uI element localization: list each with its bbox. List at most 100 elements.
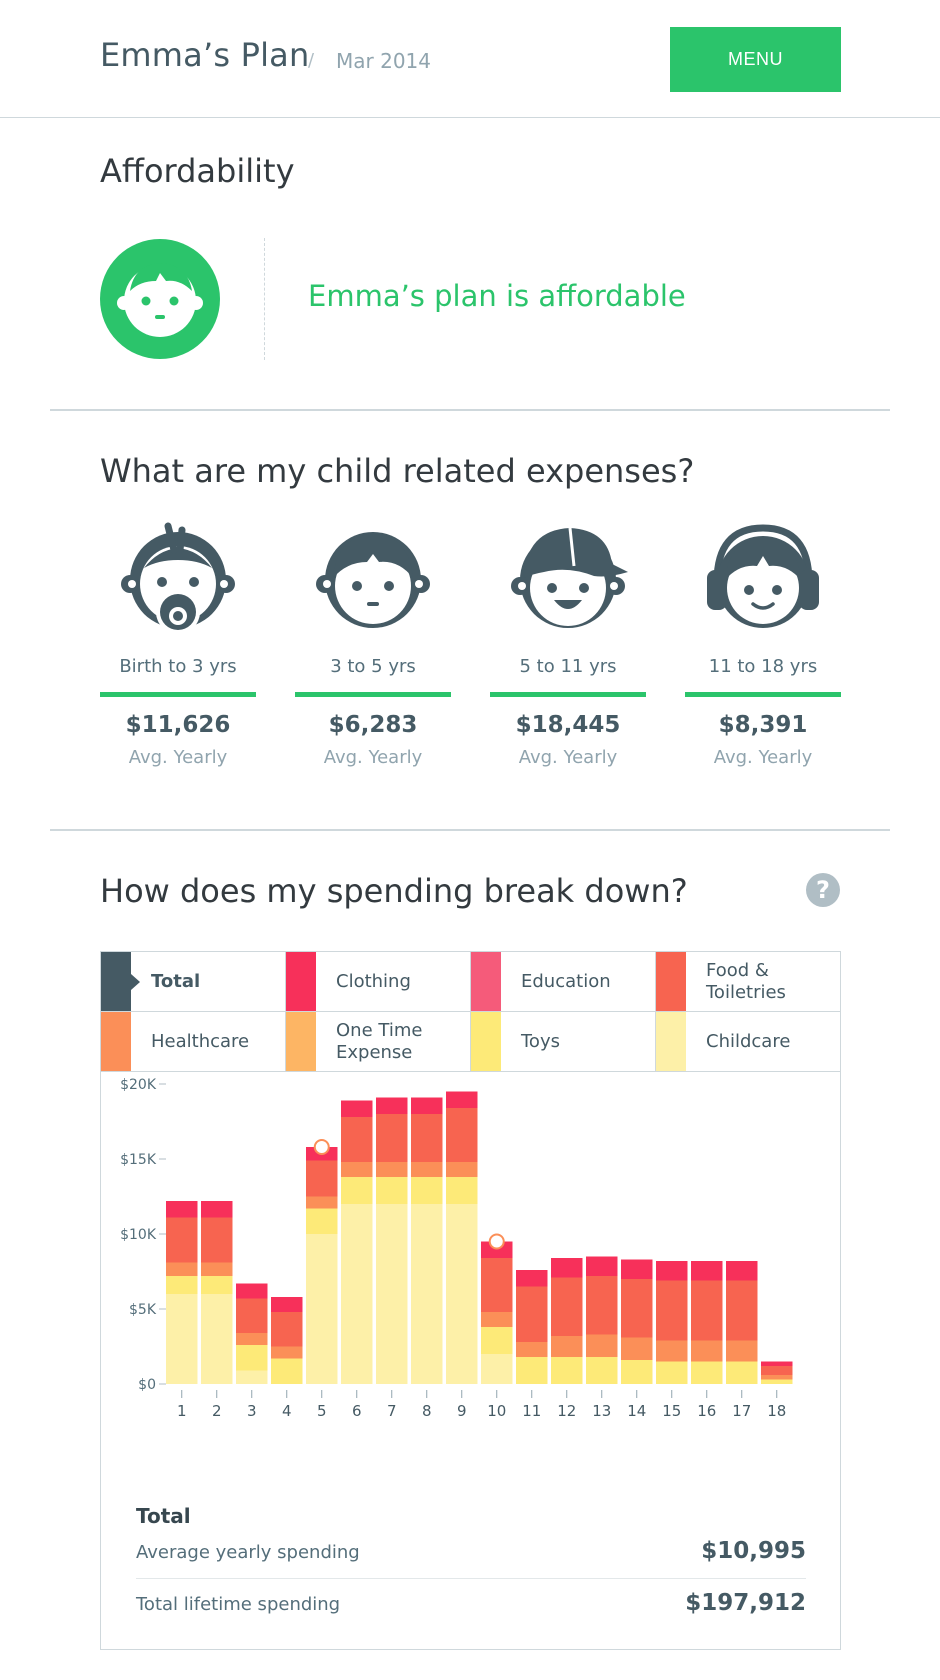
bar-segment-healthcare[interactable] bbox=[551, 1336, 583, 1357]
stage-range: 3 to 5 yrs bbox=[330, 656, 416, 677]
bar-segment-food-toiletries[interactable] bbox=[341, 1117, 373, 1162]
bar-segment-childcare[interactable] bbox=[376, 1204, 408, 1384]
milestone-marker[interactable] bbox=[313, 1139, 330, 1155]
bar-segment-childcare[interactable] bbox=[306, 1234, 338, 1384]
bar-segment-clothing[interactable] bbox=[166, 1201, 198, 1218]
bar-segment-healthcare[interactable] bbox=[446, 1162, 478, 1177]
milestone-marker[interactable] bbox=[488, 1233, 505, 1250]
bar-segment-food-toiletries[interactable] bbox=[621, 1279, 653, 1338]
bar-segment-healthcare[interactable] bbox=[586, 1334, 618, 1358]
bar-segment-toys[interactable] bbox=[551, 1357, 583, 1384]
bar-segment-clothing[interactable] bbox=[201, 1201, 233, 1218]
bar-segment-clothing[interactable] bbox=[586, 1256, 618, 1277]
bar-segment-food-toiletries[interactable] bbox=[271, 1312, 303, 1347]
bar-segment-toys[interactable] bbox=[411, 1177, 443, 1204]
stage-amount: $8,391 bbox=[718, 712, 808, 738]
bar-segment-toys[interactable] bbox=[516, 1357, 548, 1384]
bar-segment-food-toiletries[interactable] bbox=[201, 1217, 233, 1263]
bar-segment-clothing[interactable] bbox=[481, 1241, 513, 1259]
legend-swatch bbox=[101, 952, 131, 1011]
x-tick-label: 8 bbox=[422, 1402, 432, 1420]
legend-total[interactable]: Total bbox=[101, 952, 286, 1012]
bar-segment-toys[interactable] bbox=[586, 1357, 618, 1384]
bar-segment-healthcare[interactable] bbox=[481, 1312, 513, 1327]
summary-label: Average yearly spending bbox=[136, 1542, 360, 1563]
bar-segment-clothing[interactable] bbox=[691, 1261, 723, 1281]
bar-segment-food-toiletries[interactable] bbox=[656, 1280, 688, 1341]
bar-segment-clothing[interactable] bbox=[621, 1259, 653, 1280]
legend-childcare[interactable]: Childcare bbox=[656, 1012, 841, 1072]
bar-segment-food-toiletries[interactable] bbox=[761, 1366, 793, 1375]
bar-segment-clothing[interactable] bbox=[551, 1258, 583, 1278]
bar-segment-toys[interactable] bbox=[621, 1360, 653, 1384]
bar-segment-healthcare[interactable] bbox=[341, 1162, 373, 1177]
bar-segment-clothing[interactable] bbox=[376, 1097, 408, 1115]
bar-segment-food-toiletries[interactable] bbox=[376, 1114, 408, 1162]
legend-food-toiletries[interactable]: Food & Toiletries bbox=[656, 952, 841, 1012]
bar-segment-clothing[interactable] bbox=[411, 1097, 443, 1115]
bar-segment-toys[interactable] bbox=[166, 1276, 198, 1294]
bar-segment-clothing[interactable] bbox=[341, 1100, 373, 1118]
bar-segment-healthcare[interactable] bbox=[726, 1340, 758, 1362]
bar-segment-childcare[interactable] bbox=[481, 1354, 513, 1384]
bar-segment-healthcare[interactable] bbox=[621, 1337, 653, 1361]
bar-segment-toys[interactable] bbox=[726, 1361, 758, 1385]
bar-segment-clothing[interactable] bbox=[516, 1270, 548, 1287]
bar-segment-childcare[interactable] bbox=[166, 1294, 198, 1384]
bar-segment-clothing[interactable] bbox=[446, 1091, 478, 1109]
bar-segment-healthcare[interactable] bbox=[166, 1262, 198, 1277]
bar-segment-healthcare[interactable] bbox=[236, 1333, 268, 1345]
bar-segment-food-toiletries[interactable] bbox=[411, 1114, 443, 1162]
bar-segment-healthcare[interactable] bbox=[516, 1342, 548, 1357]
bar-segment-food-toiletries[interactable] bbox=[516, 1286, 548, 1343]
y-tick-label: $20K bbox=[120, 1077, 157, 1093]
bar-segment-toys[interactable] bbox=[656, 1361, 688, 1385]
bar-segment-childcare[interactable] bbox=[341, 1204, 373, 1384]
legend-healthcare[interactable]: Healthcare bbox=[101, 1012, 286, 1072]
bar-segment-childcare[interactable] bbox=[411, 1204, 443, 1384]
bar-segment-toys[interactable] bbox=[761, 1379, 793, 1385]
bar-segment-healthcare[interactable] bbox=[376, 1162, 408, 1177]
bar-segment-food-toiletries[interactable] bbox=[481, 1258, 513, 1312]
bar-segment-food-toiletries[interactable] bbox=[726, 1280, 758, 1341]
bar-segment-healthcare[interactable] bbox=[411, 1162, 443, 1177]
bar-segment-healthcare[interactable] bbox=[201, 1262, 233, 1277]
bar-segment-healthcare[interactable] bbox=[306, 1196, 338, 1209]
bar-segment-food-toiletries[interactable] bbox=[586, 1276, 618, 1335]
legend-toys[interactable]: Toys bbox=[471, 1012, 656, 1072]
bar-segment-healthcare[interactable] bbox=[656, 1340, 688, 1362]
bar-segment-healthcare[interactable] bbox=[691, 1340, 723, 1362]
menu-button[interactable]: MENU bbox=[670, 27, 841, 92]
stage-amount: $11,626 bbox=[125, 712, 231, 738]
bar-segment-toys[interactable] bbox=[306, 1208, 338, 1235]
bar-segment-childcare[interactable] bbox=[201, 1294, 233, 1384]
bar-segment-clothing[interactable] bbox=[271, 1297, 303, 1312]
bar-segment-clothing[interactable] bbox=[236, 1283, 268, 1299]
bar-segment-toys[interactable] bbox=[271, 1358, 303, 1385]
bar-segment-toys[interactable] bbox=[481, 1327, 513, 1354]
bar-segment-healthcare[interactable] bbox=[761, 1375, 793, 1380]
bar-segment-clothing[interactable] bbox=[761, 1361, 793, 1367]
bar-segment-clothing[interactable] bbox=[726, 1261, 758, 1281]
bar-segment-toys[interactable] bbox=[201, 1276, 233, 1294]
bar-segment-childcare[interactable] bbox=[446, 1204, 478, 1384]
bar-segment-food-toiletries[interactable] bbox=[691, 1280, 723, 1341]
bar-segment-toys[interactable] bbox=[691, 1361, 723, 1385]
bar-segment-food-toiletries[interactable] bbox=[446, 1108, 478, 1162]
bar-segment-toys[interactable] bbox=[376, 1177, 408, 1204]
bar-segment-toys[interactable] bbox=[236, 1345, 268, 1371]
stage-bar bbox=[490, 692, 646, 697]
legend-clothing[interactable]: Clothing bbox=[286, 952, 471, 1012]
bar-segment-clothing[interactable] bbox=[656, 1261, 688, 1281]
bar-segment-healthcare[interactable] bbox=[271, 1346, 303, 1359]
help-icon[interactable]: ? bbox=[806, 873, 840, 907]
legend-one-time-expense[interactable]: One Time Expense bbox=[286, 1012, 471, 1072]
bar-segment-childcare[interactable] bbox=[236, 1370, 268, 1385]
bar-segment-food-toiletries[interactable] bbox=[306, 1160, 338, 1197]
bar-segment-toys[interactable] bbox=[341, 1177, 373, 1204]
bar-segment-food-toiletries[interactable] bbox=[551, 1277, 583, 1337]
legend-education[interactable]: Education bbox=[471, 952, 656, 1012]
bar-segment-food-toiletries[interactable] bbox=[236, 1298, 268, 1334]
bar-segment-food-toiletries[interactable] bbox=[166, 1217, 198, 1263]
bar-segment-toys[interactable] bbox=[446, 1177, 478, 1204]
